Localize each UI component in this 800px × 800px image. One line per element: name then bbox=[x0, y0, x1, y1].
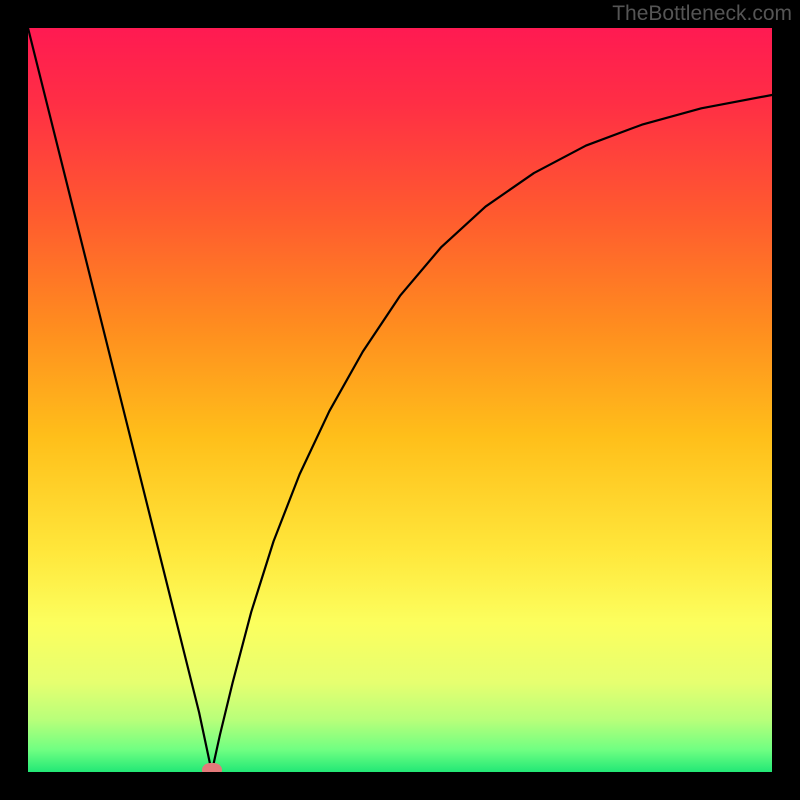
frame-bottom bbox=[0, 772, 800, 800]
minimum-marker bbox=[202, 763, 222, 772]
bottleneck-curve bbox=[28, 28, 772, 772]
watermark-text: TheBottleneck.com bbox=[612, 2, 792, 26]
frame-right bbox=[772, 0, 800, 800]
plot-area bbox=[28, 28, 772, 772]
frame-left bbox=[0, 0, 28, 800]
chart-canvas: TheBottleneck.com bbox=[0, 0, 800, 800]
